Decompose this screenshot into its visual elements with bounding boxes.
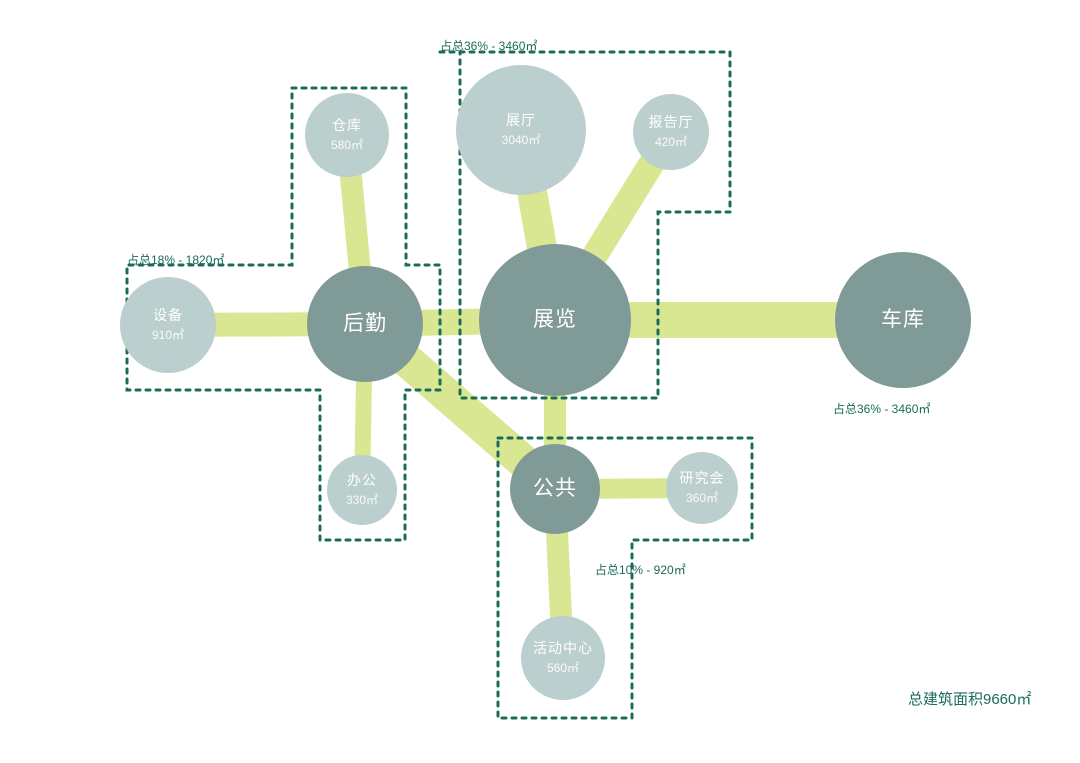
group-logistics-label: 占总18% - 1820㎡ <box>127 251 224 268</box>
node-exhibition-label: 展览 <box>533 307 577 333</box>
node-research-sub: 360㎡ <box>686 489 718 506</box>
node-public-label: 公共 <box>533 476 577 502</box>
node-garage: 车库 <box>835 252 971 388</box>
node-lecture: 报告厅420㎡ <box>633 94 709 170</box>
node-equipment: 设备910㎡ <box>120 277 216 373</box>
node-hall-sub: 3040㎡ <box>502 131 541 148</box>
node-public: 公共 <box>510 444 600 534</box>
node-equipment-label: 设备 <box>153 307 183 325</box>
diagram-canvas: 占总18% - 1820㎡ 占总36% - 3460㎡ 占总10% - 920㎡… <box>0 0 1080 763</box>
node-logistics: 后勤 <box>307 266 423 382</box>
node-logistics-label: 后勤 <box>343 311 387 337</box>
node-warehouse-sub: 580㎡ <box>331 136 363 153</box>
group-exhibition-label: 占总36% - 3460㎡ <box>440 37 537 54</box>
group-public-label: 占总10% - 920㎡ <box>595 561 686 578</box>
node-activity-label: 活动中心 <box>533 640 593 658</box>
node-office-label: 办公 <box>347 472 377 490</box>
node-warehouse-label: 仓库 <box>332 117 362 135</box>
node-exhibition: 展览 <box>479 244 631 396</box>
node-activity-sub: 560㎡ <box>547 659 579 676</box>
node-office: 办公330㎡ <box>327 455 397 525</box>
node-lecture-sub: 420㎡ <box>655 133 687 150</box>
node-office-sub: 330㎡ <box>346 491 378 508</box>
total-area-label: 总建筑面积9660㎡ <box>908 688 1031 709</box>
node-hall: 展厅3040㎡ <box>456 65 586 195</box>
node-hall-label: 展厅 <box>506 112 536 130</box>
node-research-label: 研究会 <box>680 470 725 488</box>
node-research: 研究会360㎡ <box>666 452 738 524</box>
node-equipment-sub: 910㎡ <box>152 326 184 343</box>
node-activity: 活动中心560㎡ <box>521 616 605 700</box>
node-warehouse: 仓库580㎡ <box>305 93 389 177</box>
node-lecture-label: 报告厅 <box>649 114 694 132</box>
garage-label: 占总36% - 3460㎡ <box>833 400 930 417</box>
node-garage-label: 车库 <box>881 307 925 333</box>
